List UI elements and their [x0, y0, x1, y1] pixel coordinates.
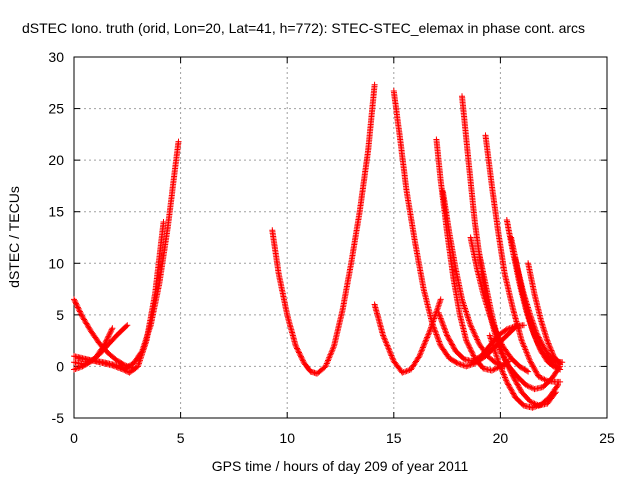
y-axis-label: dSTEC / TECUs: [6, 186, 22, 288]
data-markers: [71, 81, 566, 411]
x-tick-label: 15: [386, 430, 402, 446]
plus-markers: [71, 296, 137, 372]
y-tick-label: 25: [48, 101, 64, 117]
x-tick-label: 0: [70, 430, 78, 446]
y-tick-label: 15: [48, 204, 64, 220]
series-15-arc: [486, 332, 561, 411]
plus-markers: [486, 332, 561, 411]
plus-markers: [512, 255, 564, 373]
y-tick-label: 5: [56, 307, 64, 323]
series-19-arc: [525, 260, 564, 368]
plus-markers: [371, 296, 444, 376]
series-5-arc: [269, 81, 378, 377]
grid-lines: [74, 57, 607, 418]
y-tick-label: 10: [48, 255, 64, 271]
plot-frame: [73, 56, 608, 419]
plus-markers: [75, 138, 182, 372]
series-3-arc: [71, 219, 167, 376]
series-6-arc: [371, 296, 444, 376]
axis-ticks: 0 5 10 15 20 25 -5 0 5 10 15 20 25 30: [48, 49, 615, 446]
series-7-arc: [390, 88, 521, 370]
series-18-arc: [512, 255, 564, 373]
chart-title: dSTEC Iono. truth (orid, Lon=20, Lat=41,…: [22, 20, 586, 36]
y-tick-label: 0: [56, 358, 64, 374]
x-axis-label: GPS time / hours of day 209 of year 2011: [212, 458, 469, 474]
plus-markers: [525, 260, 564, 368]
plus-markers: [439, 188, 508, 370]
x-tick-label: 25: [599, 430, 615, 446]
series-4-arc: [75, 138, 182, 372]
y-tick-label: 20: [48, 152, 64, 168]
x-tick-label: 5: [177, 430, 185, 446]
plus-markers: [71, 219, 167, 376]
plus-markers: [390, 88, 521, 370]
plus-markers: [269, 81, 378, 377]
y-tick-label: -5: [52, 410, 65, 426]
plus-markers: [482, 132, 564, 385]
series-0-arc: [71, 296, 137, 372]
series-10-arc: [439, 188, 508, 370]
y-tick-label: 30: [48, 49, 64, 65]
series-14-arc: [482, 132, 564, 385]
x-tick-label: 20: [493, 430, 509, 446]
x-tick-label: 10: [279, 430, 295, 446]
